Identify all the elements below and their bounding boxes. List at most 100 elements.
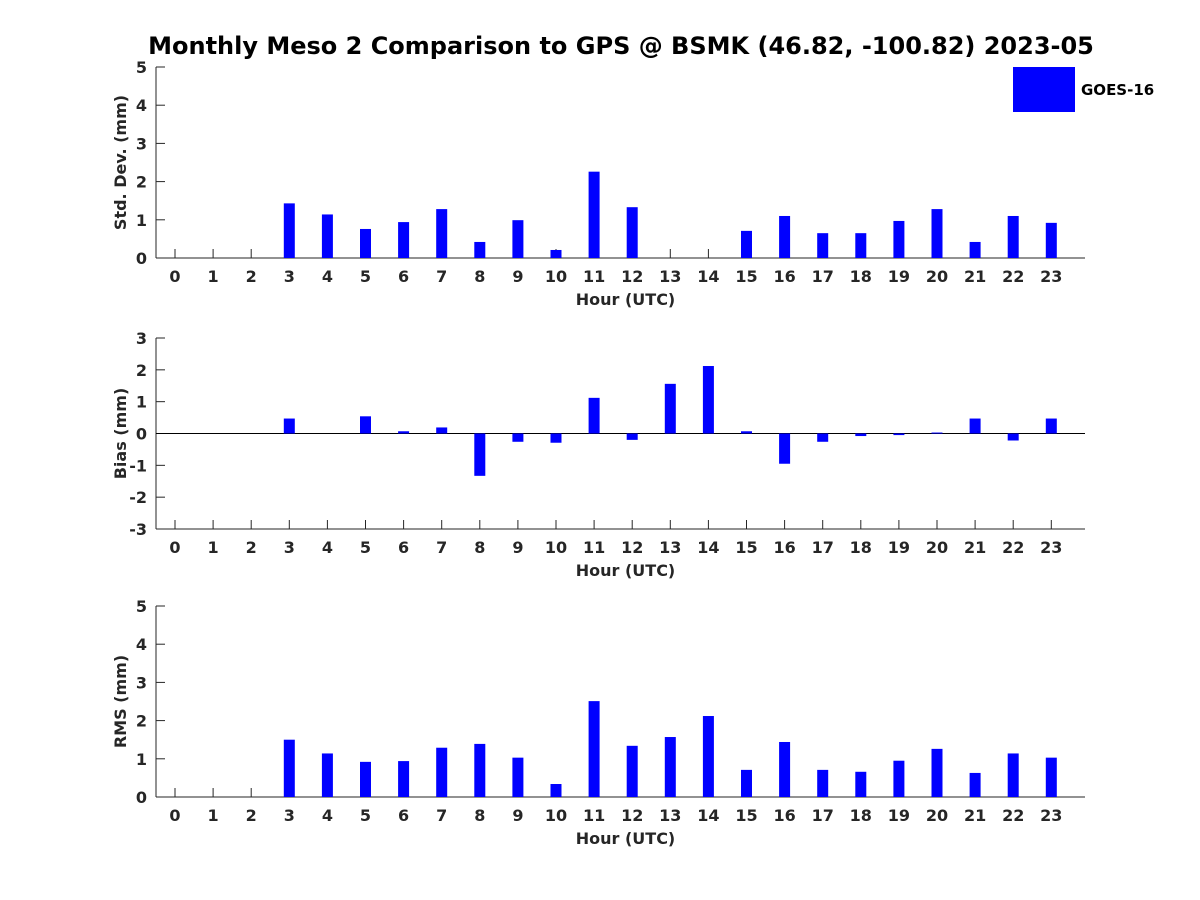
rms-x-tick-label: 1 <box>208 806 219 825</box>
bias-y-tick-label: -2 <box>129 488 147 507</box>
std-dev-y-tick-label: 2 <box>136 173 147 192</box>
rms-bar-hour-14 <box>702 716 714 797</box>
rms-x-tick-label: 23 <box>1040 806 1062 825</box>
rms-x-axis-label: Hour (UTC) <box>576 829 676 848</box>
bias-x-tick-label: 22 <box>1002 538 1024 557</box>
rms-x-tick-label: 5 <box>360 806 371 825</box>
std-dev-bar-hour-10 <box>550 249 562 258</box>
bias-x-tick-label: 21 <box>964 538 986 557</box>
bias-x-tick-label: 18 <box>850 538 872 557</box>
rms-y-tick-label: 4 <box>136 635 147 654</box>
rms-y-axis-label: RMS (mm) <box>111 655 130 748</box>
bias-x-tick-label: 12 <box>621 538 643 557</box>
rms-y-tick-label: 1 <box>136 750 147 769</box>
std-dev-x-tick-label: 3 <box>284 267 295 286</box>
legend-swatch-goes16 <box>1013 67 1075 112</box>
bias-x-tick-label: 17 <box>812 538 834 557</box>
bias-x-tick-label: 1 <box>208 538 219 557</box>
std-dev-x-tick-label: 7 <box>436 267 447 286</box>
rms-x-tick-label: 14 <box>697 806 719 825</box>
std-dev-x-tick-label: 21 <box>964 267 986 286</box>
bias-x-tick-label: 4 <box>322 538 333 557</box>
std-dev-x-tick-label: 23 <box>1040 267 1062 286</box>
std-dev-x-tick-label: 6 <box>398 267 409 286</box>
bias-bar-hour-17 <box>817 433 829 442</box>
rms-x-tick-label: 0 <box>169 806 180 825</box>
std-dev-bar-hour-12 <box>626 207 638 258</box>
rms-y-tick-label: 5 <box>136 597 147 616</box>
bias-bar-hour-3 <box>283 418 295 434</box>
bias-y-tick-label: 1 <box>136 393 147 412</box>
std-dev-x-tick-label: 14 <box>697 267 719 286</box>
std-dev-bar-hour-11 <box>588 171 600 258</box>
rms-x-tick-label: 9 <box>512 806 523 825</box>
std-dev-bar-hour-22 <box>1007 215 1019 258</box>
rms-bar-hour-11 <box>588 701 600 797</box>
std-dev-bar-hour-17 <box>817 233 829 258</box>
std-dev-bar-hour-23 <box>1045 222 1057 258</box>
rms-x-tick-label: 3 <box>284 806 295 825</box>
bias-x-tick-label: 11 <box>583 538 605 557</box>
bias-bar-hour-7 <box>436 427 448 434</box>
std-dev-bar-hour-8 <box>474 241 486 258</box>
bias-bar-hour-10 <box>550 433 562 443</box>
bias-y-tick-label: 0 <box>136 425 147 444</box>
rms-bar-hour-23 <box>1045 757 1057 797</box>
rms-x-tick-label: 19 <box>888 806 910 825</box>
bias-y-tick-label: 2 <box>136 361 147 380</box>
bias-bar-hour-11 <box>588 397 600 434</box>
std-dev-x-tick-label: 13 <box>659 267 681 286</box>
bias-y-tick-label: -1 <box>129 456 147 475</box>
bias-y-axis-label: Bias (mm) <box>111 388 130 480</box>
rms-x-tick-label: 20 <box>926 806 948 825</box>
bias-x-tick-label: 2 <box>246 538 257 557</box>
std-dev-bar-hour-5 <box>360 228 371 258</box>
rms-bar-hour-8 <box>474 743 486 797</box>
legend: GOES-16 <box>1012 67 1154 112</box>
rms-bar-hour-6 <box>398 761 410 797</box>
rms-bar-hour-16 <box>779 741 791 797</box>
std-dev-x-tick-label: 1 <box>208 267 219 286</box>
std-dev-y-tick-label: 1 <box>136 211 147 230</box>
rms-bar-hour-19 <box>893 760 905 797</box>
bias-x-tick-label: 9 <box>512 538 523 557</box>
rms-x-tick-label: 13 <box>659 806 681 825</box>
rms-bar-hour-17 <box>817 769 829 797</box>
rms-bar-hour-5 <box>360 761 371 797</box>
std-dev-bar-hour-7 <box>436 209 448 258</box>
std-dev-bar-hour-18 <box>855 233 867 258</box>
std-dev-y-axis-label: Std. Dev. (mm) <box>111 95 130 230</box>
std-dev-x-tick-label: 20 <box>926 267 948 286</box>
bias-bar-hour-20 <box>931 432 943 434</box>
rms-x-tick-label: 22 <box>1002 806 1024 825</box>
std-dev-x-tick-label: 17 <box>812 267 834 286</box>
bias-x-tick-label: 6 <box>398 538 409 557</box>
bias-x-tick-label: 19 <box>888 538 910 557</box>
bias-y-tick-label: -3 <box>129 520 147 539</box>
bias-x-axis-label: Hour (UTC) <box>576 561 676 580</box>
std-dev-y-tick-label: 5 <box>136 58 147 77</box>
bias-bar-hour-14 <box>702 366 714 434</box>
legend-label-goes16: GOES-16 <box>1081 81 1154 99</box>
rms-x-tick-label: 12 <box>621 806 643 825</box>
rms-bar-hour-9 <box>512 757 524 797</box>
rms-bar-hour-12 <box>626 745 638 797</box>
std-dev-bar-hour-9 <box>512 220 524 258</box>
std-dev-bar-hour-15 <box>741 230 752 258</box>
bias-bar-hour-13 <box>664 383 676 434</box>
bias-bar-hour-15 <box>741 431 752 434</box>
bias-bar-hour-22 <box>1007 433 1019 441</box>
bias-x-tick-label: 15 <box>735 538 757 557</box>
rms-bar-hour-15 <box>741 769 752 797</box>
bias-y-tick-label: 3 <box>136 329 147 348</box>
std-dev-y-tick-label: 0 <box>136 249 147 268</box>
std-dev-x-tick-label: 16 <box>773 267 795 286</box>
bias-bar-hour-19 <box>893 433 905 436</box>
rms-x-tick-label: 4 <box>322 806 333 825</box>
rms-x-tick-label: 17 <box>812 806 834 825</box>
